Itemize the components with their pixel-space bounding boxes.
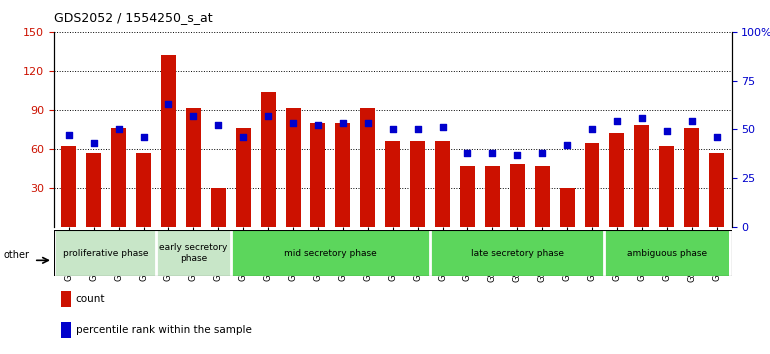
Bar — [261, 92, 276, 227]
Text: other: other — [4, 250, 30, 260]
Point — [137, 134, 149, 140]
Point — [561, 142, 573, 148]
Bar — [86, 153, 101, 227]
Point — [362, 120, 374, 126]
Point — [162, 101, 175, 107]
Text: early secretory
phase: early secretory phase — [159, 244, 228, 263]
Point — [213, 122, 225, 128]
Bar — [435, 141, 450, 227]
Bar — [286, 108, 300, 227]
Text: percentile rank within the sample: percentile rank within the sample — [75, 325, 252, 335]
Point — [461, 150, 474, 155]
Point — [187, 113, 199, 118]
Bar — [430, 230, 604, 276]
Point — [62, 132, 75, 138]
Point — [287, 120, 300, 126]
Point — [611, 119, 623, 124]
Point — [536, 150, 548, 155]
Bar — [56, 230, 156, 276]
Bar — [211, 188, 226, 227]
Bar — [385, 141, 400, 227]
Bar — [136, 153, 151, 227]
Point — [387, 126, 399, 132]
Text: late secretory phase: late secretory phase — [470, 249, 564, 258]
Point — [262, 113, 274, 118]
Point — [685, 119, 698, 124]
Bar — [360, 108, 375, 227]
Bar — [186, 108, 201, 227]
Text: count: count — [75, 294, 105, 304]
Point — [636, 115, 648, 120]
Text: ambiguous phase: ambiguous phase — [627, 249, 707, 258]
Bar — [685, 128, 699, 227]
Point — [486, 150, 498, 155]
Point — [437, 125, 449, 130]
Bar — [584, 143, 600, 227]
Point — [112, 126, 125, 132]
Bar — [61, 291, 71, 307]
Text: GDS2052 / 1554250_s_at: GDS2052 / 1554250_s_at — [54, 11, 213, 24]
Bar — [410, 141, 425, 227]
Point — [586, 126, 598, 132]
Point — [336, 120, 349, 126]
Point — [88, 140, 100, 146]
Text: proliferative phase: proliferative phase — [63, 249, 149, 258]
Bar — [111, 128, 126, 227]
Bar — [485, 166, 500, 227]
Bar — [161, 55, 176, 227]
Point — [511, 152, 524, 157]
Bar — [231, 230, 430, 276]
Bar — [510, 164, 524, 227]
Point — [661, 129, 673, 134]
Bar — [609, 133, 624, 227]
Bar — [534, 166, 550, 227]
Bar — [156, 230, 231, 276]
Bar — [310, 123, 326, 227]
Bar — [634, 125, 649, 227]
Point — [411, 126, 424, 132]
Bar — [709, 153, 724, 227]
Bar — [336, 123, 350, 227]
Bar — [560, 188, 574, 227]
Point — [312, 122, 324, 128]
Bar — [62, 146, 76, 227]
Bar — [659, 146, 675, 227]
Bar — [61, 322, 71, 338]
Point — [711, 134, 723, 140]
Point — [237, 134, 249, 140]
Bar — [236, 128, 251, 227]
Bar — [460, 166, 475, 227]
Text: mid secretory phase: mid secretory phase — [284, 249, 377, 258]
Bar — [604, 230, 729, 276]
